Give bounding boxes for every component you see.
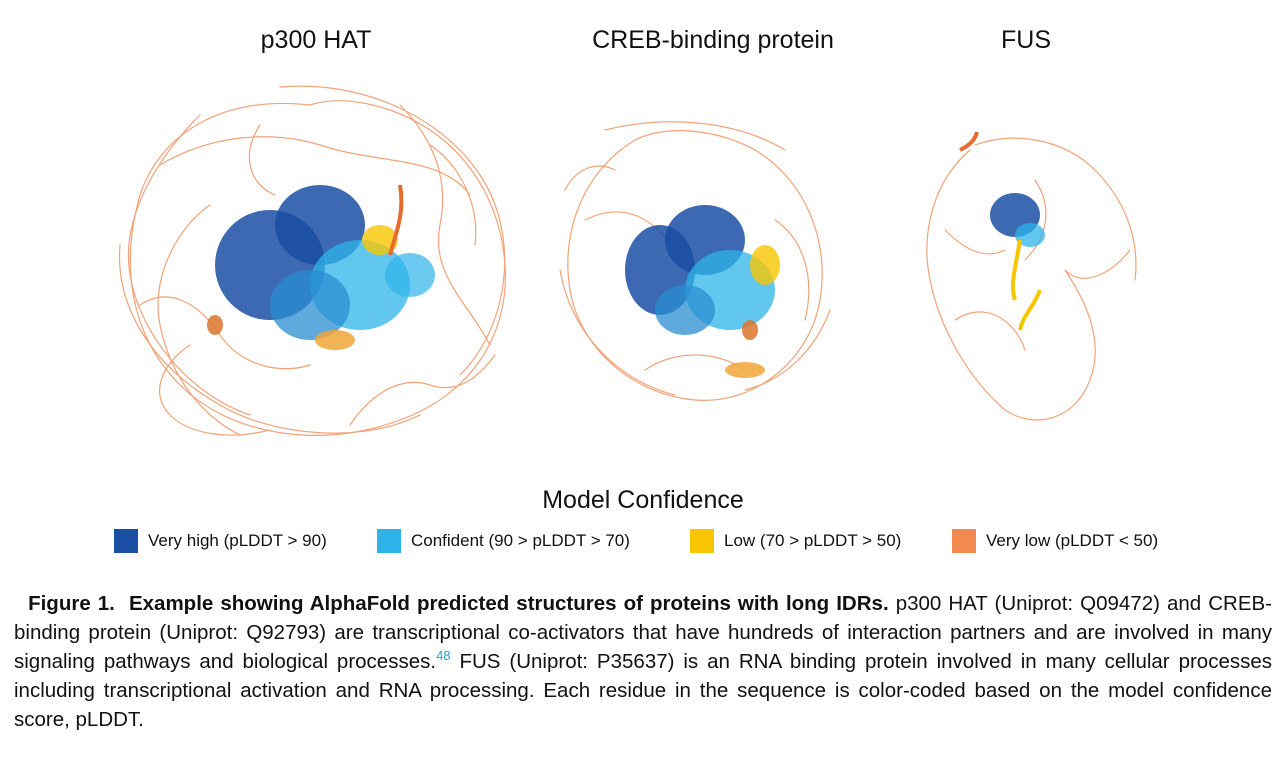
caption-text-1: p300 HAT (Uniprot: Q09472) and CREB-bind… [14, 592, 1272, 673]
legend: Very high (pLDDT > 90) Confident (90 > p… [0, 529, 1286, 559]
legend-swatch-confident [377, 529, 401, 553]
structure-image-creb [559, 121, 831, 401]
panel-title-fus: FUS [1001, 26, 1051, 54]
legend-item-confident: Confident (90 > pLDDT > 70) [377, 529, 630, 553]
caption-heading: Example showing AlphaFold predicted stru… [128, 592, 889, 615]
structure-image-p300 [118, 85, 507, 436]
figure-caption: Figure 1. Example showing AlphaFold pred… [14, 589, 1272, 734]
legend-item-very-low: Very low (pLDDT < 50) [952, 529, 1158, 553]
caption-text-2: FUS (Uniprot: P35637) is an RNA binding … [14, 650, 1272, 731]
legend-label-low: Low (70 > pLDDT > 50) [724, 531, 902, 550]
legend-item-very-high: Very high (pLDDT > 90) [114, 529, 327, 553]
structure-image-fus [926, 131, 1137, 421]
caption-label: Figure 1. [28, 592, 115, 615]
legend-title: Model Confidence [542, 486, 744, 514]
panel-title-p300: p300 HAT [260, 26, 372, 54]
legend-label-very-low: Very low (pLDDT < 50) [986, 531, 1159, 550]
panel-title-creb: CREB-binding protein [592, 26, 834, 54]
legend-label-very-high: Very high (pLDDT > 90) [148, 531, 327, 550]
legend-swatch-low [690, 529, 714, 553]
legend-item-low: Low (70 > pLDDT > 50) [690, 529, 901, 553]
legend-swatch-very-low [952, 529, 976, 553]
legend-swatch-very-high [114, 529, 138, 553]
legend-label-confident: Confident (90 > pLDDT > 70) [411, 531, 630, 550]
caption-reference[interactable]: 48 [436, 648, 451, 664]
